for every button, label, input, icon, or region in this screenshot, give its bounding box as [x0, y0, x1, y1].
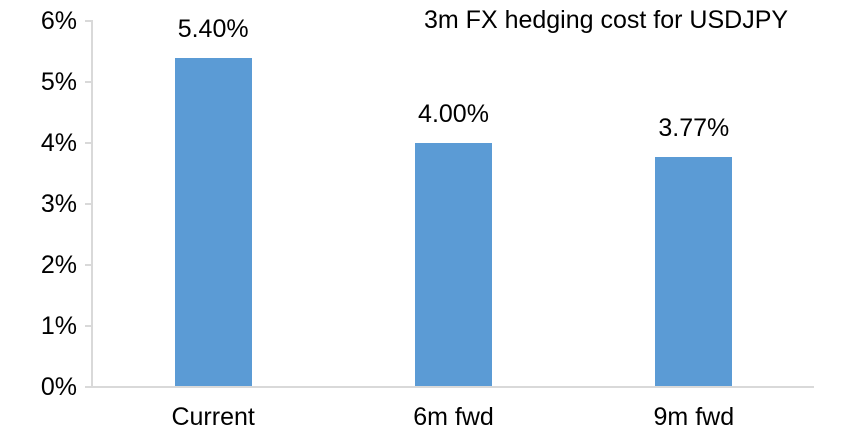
- y-axis-tick-label: 4%: [40, 129, 77, 157]
- x-axis-category-label: 9m fwd: [653, 403, 735, 431]
- bar-9m-fwd: [655, 157, 733, 386]
- x-axis-line: [85, 386, 814, 388]
- y-axis-tick: [85, 264, 93, 266]
- chart-title: 3m FX hedging cost for USDJPY: [424, 6, 789, 34]
- y-axis-tick: [85, 325, 93, 327]
- y-axis-tick: [85, 203, 93, 205]
- y-axis-tick-label: 0%: [40, 373, 77, 401]
- bar-current: [174, 57, 252, 386]
- y-axis-tick-label: 3%: [40, 190, 77, 218]
- bar-value-label: 5.40%: [177, 14, 249, 43]
- y-axis-tick: [85, 142, 93, 144]
- y-axis-tick: [85, 20, 93, 22]
- x-axis-category-label: Current: [171, 403, 255, 431]
- bar-6m-fwd: [415, 143, 492, 386]
- y-axis-tick-label: 5%: [40, 68, 77, 96]
- y-axis-tick: [85, 81, 93, 83]
- y-axis-tick-label: 6%: [40, 7, 77, 35]
- x-axis-category-label: 6m fwd: [413, 403, 494, 431]
- y-axis-tick-label: 2%: [40, 251, 77, 279]
- bar-value-label: 3.77%: [658, 114, 730, 143]
- y-axis-tick-label: 1%: [40, 312, 77, 340]
- bar-value-label: 4.00%: [418, 100, 489, 128]
